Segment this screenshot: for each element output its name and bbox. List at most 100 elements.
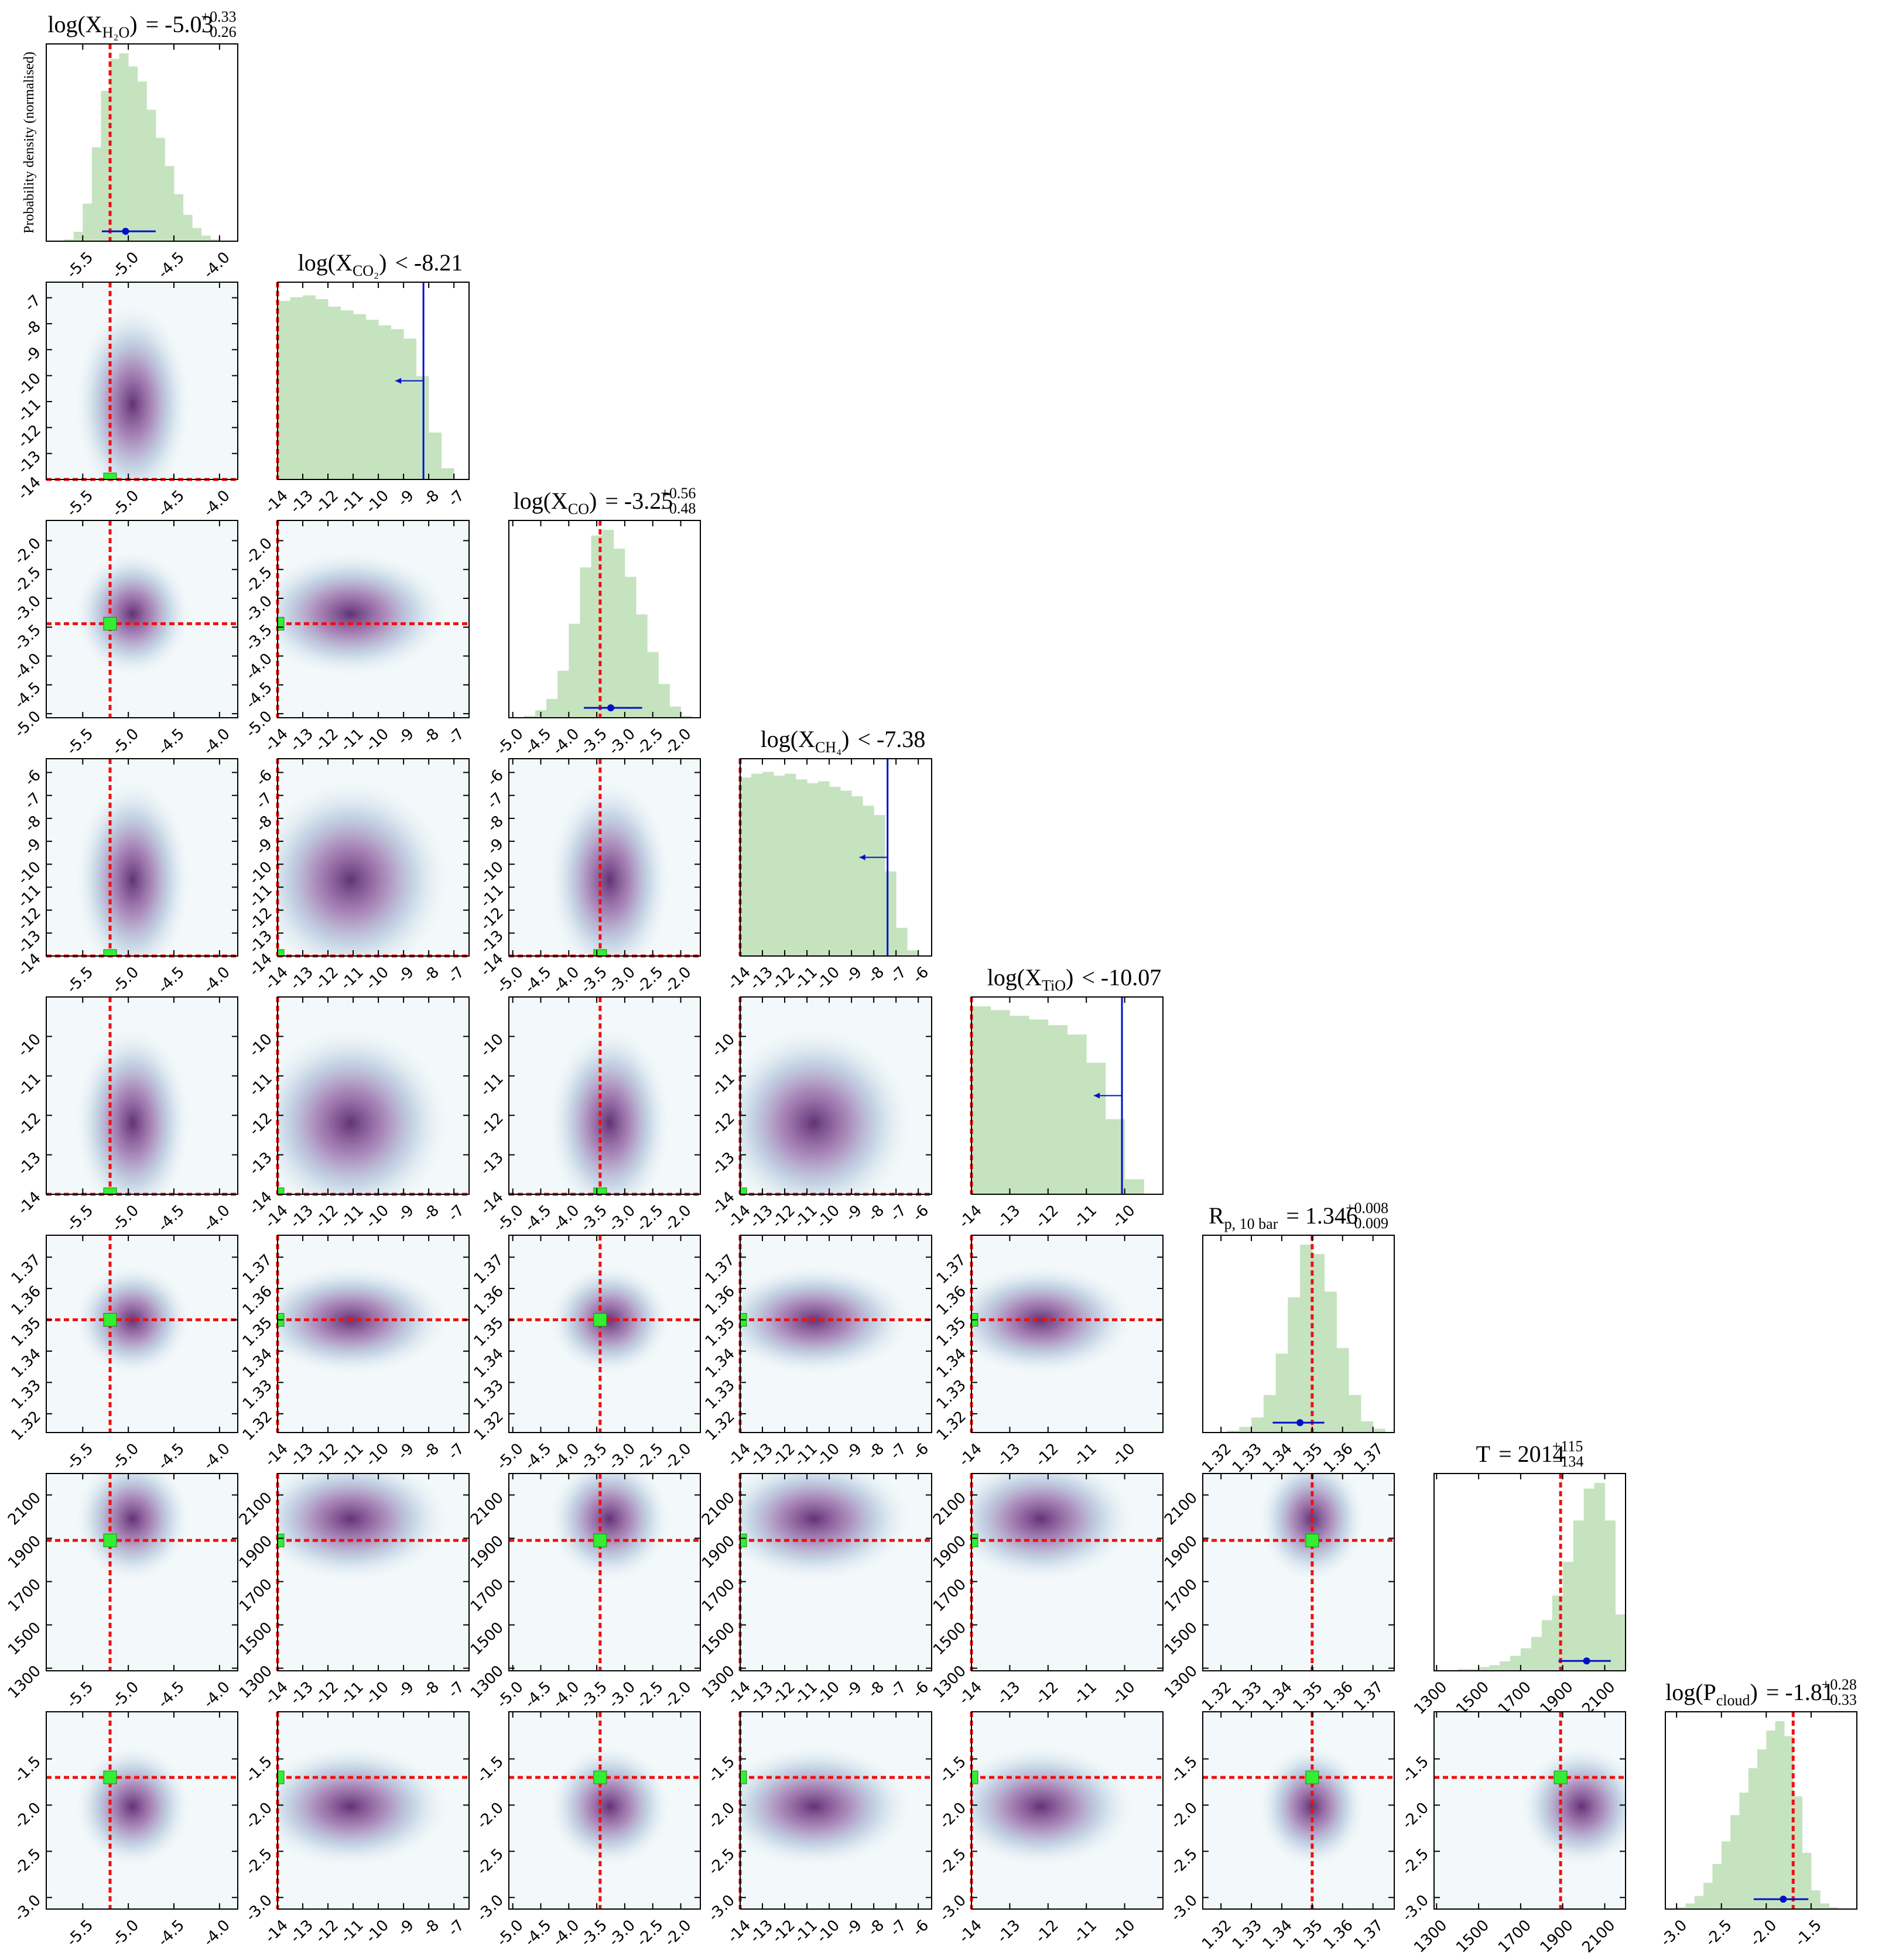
title-value: 1.346 (1305, 1202, 1358, 1229)
hist-bar (1730, 1815, 1740, 1909)
title-value: -8.21 (414, 249, 463, 276)
truth-marker-wrap (278, 616, 285, 631)
hist-bar (210, 239, 220, 241)
truth-marker (740, 1770, 747, 1784)
density-cloud (76, 1474, 190, 1581)
hist-bar (1739, 1793, 1749, 1909)
title-value: -5.03 (165, 11, 213, 37)
hist-bar (1811, 1890, 1821, 1909)
density-cloud (76, 551, 190, 676)
panel-title: log(XCO) = -3.25+0.56−0.48 (514, 485, 696, 518)
hist-bar (624, 577, 637, 718)
truth-marker (103, 1533, 117, 1547)
hist-bar (751, 773, 763, 956)
panel-frame (508, 520, 701, 718)
density-cloud (740, 1474, 911, 1581)
panel-title: Rp, 10 bar = 1.346+0.008−0.009 (1209, 1200, 1388, 1232)
hist-bar (1336, 1348, 1349, 1433)
upper-limit-arrowhead (859, 854, 865, 861)
hist-bar (840, 790, 852, 956)
title-post: ) (1066, 964, 1073, 991)
hist-bar (885, 871, 897, 956)
hist-bar (1694, 1896, 1704, 1909)
title-sub: H₂O (102, 24, 130, 41)
truth-marker-wrap (278, 1770, 285, 1784)
title-post: ) (1750, 1679, 1758, 1705)
panel-frame (971, 996, 1164, 1195)
hist-bar (403, 338, 417, 479)
density-cloud (740, 1027, 911, 1194)
panel-frame (1433, 1473, 1626, 1671)
truth-marker (103, 1187, 117, 1194)
hist-bar (328, 306, 341, 479)
title-text: T = 2014 (1476, 1441, 1565, 1467)
hist-bar (1829, 1907, 1839, 1909)
hist-bar (740, 777, 752, 956)
truth-marker (593, 1187, 607, 1194)
hist-bar (278, 301, 291, 479)
title-pre: log(X (47, 11, 102, 37)
density-cloud (549, 1027, 670, 1194)
hist-bar (1520, 1648, 1532, 1671)
hist-bar (1775, 1721, 1785, 1909)
hist-bar (851, 796, 863, 956)
upper-limit-arrowhead (395, 378, 402, 384)
panel-frame (1433, 1711, 1626, 1910)
hist-bar (523, 715, 536, 718)
density-cloud (278, 552, 448, 676)
hist-bar (174, 194, 184, 241)
hist-bar (1300, 1245, 1313, 1433)
truth-marker (278, 1187, 285, 1194)
hist-bar (907, 950, 919, 956)
hist-bar (1239, 1427, 1252, 1433)
title-err-minus: −0.009 (1346, 1215, 1388, 1232)
title-text: log(XCO) = -3.25 (514, 488, 673, 518)
panel-frame (740, 996, 932, 1195)
hist-bar (1468, 1668, 1479, 1671)
truth-marker (103, 1313, 117, 1327)
truth-marker (593, 1770, 607, 1784)
title-text: Rp, 10 bar = 1.346 (1209, 1202, 1358, 1232)
truth-marker-wrap (593, 1533, 607, 1547)
density-cloud (278, 1266, 448, 1375)
panel-frame (46, 1473, 238, 1671)
hist-bar (1721, 1841, 1731, 1909)
hist-bar (774, 775, 785, 956)
hist-bar (1712, 1863, 1722, 1909)
truth-marker (103, 949, 117, 956)
hist-bar (1048, 1025, 1067, 1194)
panel-title: log(XCH₄) < -7.38 (761, 726, 926, 756)
density-cloud (549, 1746, 670, 1867)
hist-bar (829, 787, 841, 956)
truth-marker-wrap (971, 1770, 978, 1784)
panel-frame (971, 1473, 1164, 1671)
histogram (278, 295, 454, 479)
hist-bar (1748, 1768, 1758, 1909)
hist-bar (1685, 1903, 1695, 1909)
truth-marker (593, 1533, 607, 1547)
title-rel: = (146, 11, 159, 37)
title-err-plus: +0.008 (1346, 1200, 1388, 1217)
hist-bar (1757, 1749, 1767, 1909)
truth-marker-wrap (740, 1187, 747, 1194)
hist-bar (201, 235, 211, 241)
truth-marker-wrap (103, 1770, 117, 1784)
density-cloud (971, 1746, 1134, 1867)
truth-marker-wrap (103, 1187, 117, 1194)
density-cloud (278, 1746, 448, 1867)
truth-marker-wrap (103, 616, 117, 631)
hist-bar (1288, 1297, 1301, 1433)
panel-frame (508, 1473, 701, 1671)
density-cloud (278, 1027, 448, 1194)
truth-marker-wrap (103, 949, 117, 956)
truth-marker (278, 616, 285, 631)
panel-frame (508, 996, 701, 1195)
density-cloud (278, 1266, 448, 1375)
density-cloud (740, 1746, 911, 1867)
hist-bar (91, 147, 101, 241)
panel-frame (740, 758, 932, 957)
title-text: log(XH₂O) = -5.03 (47, 11, 213, 41)
density-cloud (76, 551, 190, 676)
truth-marker-wrap (278, 1187, 285, 1194)
title-text: log(XTiO) < -10.07 (987, 964, 1162, 994)
